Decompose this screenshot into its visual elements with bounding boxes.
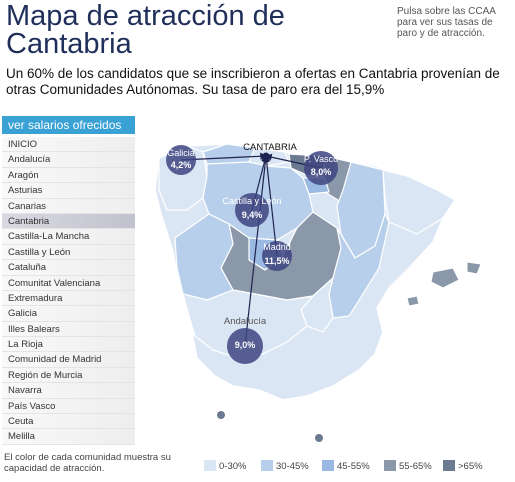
summary-text: Un 60% de los candidatos que se inscribi… <box>6 66 500 97</box>
bubble-region-label: Galicia <box>167 148 195 158</box>
region-cataluna[interactable] <box>382 169 456 235</box>
menu-item-castilla-y-leon[interactable]: Castilla y León <box>2 244 135 261</box>
bubble-value-label: 8,0% <box>311 167 332 177</box>
bubble-value-label: 9,4% <box>242 210 263 220</box>
legend-swatch <box>322 460 334 471</box>
menu-item-castilla-la-mancha[interactable]: Castilla-La Mancha <box>2 229 135 245</box>
menu-item-region-de-murcia[interactable]: Región de Murcia <box>2 367 135 384</box>
bubble-value-label: 11,5% <box>264 256 289 266</box>
origin-dot <box>262 152 270 160</box>
menu-item-canarias[interactable]: Canarias <box>2 198 135 214</box>
menu-item-asturias[interactable]: Asturias <box>2 183 135 199</box>
menu-item-inicio[interactable]: INICIO <box>2 137 135 153</box>
bubble-region-label: P. Vasco <box>304 154 338 164</box>
legend-swatch <box>261 460 273 471</box>
legend-item: >65% <box>443 460 483 474</box>
menu-item-melilla[interactable]: Melilla <box>2 429 135 445</box>
menu-item-comunidad-de-madrid[interactable]: Comunidad de Madrid <box>2 352 135 368</box>
bubble-value-label: 4,2% <box>171 160 192 170</box>
menu-item-andalucia[interactable]: Andalucía <box>2 152 135 168</box>
legend-item: 30-45% <box>261 460 309 474</box>
menu-item-navarra[interactable]: Navarra <box>2 383 135 399</box>
bubble-region-label: Andalucía <box>224 316 267 327</box>
menu-item-la-rioja[interactable]: La Rioja <box>2 337 135 353</box>
region-illes-balears-3[interactable] <box>406 295 420 307</box>
spain-map: Galicia 4,2% P. Vasco 8,0% Castilla y León 9,… <box>154 142 482 442</box>
bubble-4[interactable] <box>227 328 263 364</box>
arrow-4 <box>244 154 269 347</box>
menu-item-comunitat-valenciana[interactable]: Comunitat Valenciana <box>2 275 135 291</box>
legend-item: 45-55% <box>322 460 370 474</box>
menu-item-galicia[interactable]: Galicia <box>2 306 135 322</box>
menu-item-illes-balears[interactable]: Illes Balears <box>2 321 135 338</box>
bubble-1[interactable] <box>304 151 338 185</box>
region-extremadura[interactable] <box>174 213 234 301</box>
legend-label: 30-45% <box>276 461 309 472</box>
salaries-button[interactable]: ver salarios ofrecidos <box>2 116 135 134</box>
region-bubbles: Galicia 4,2% P. Vasco 8,0% Castilla y León 9,… <box>166 145 338 364</box>
legend-item: 55-65% <box>384 460 432 474</box>
menu-item-ceuta[interactable]: Ceuta <box>2 414 135 430</box>
region-illes-balears-2[interactable] <box>466 261 482 275</box>
color-legend: 0-30% 30-45% 45-55% 55-65% >65% <box>204 460 504 474</box>
region-melilla[interactable] <box>315 434 323 442</box>
legend-swatch <box>204 460 216 471</box>
bubble-region-label: Madrid <box>263 242 291 252</box>
bubble-region-label: Castilla y León <box>222 196 281 206</box>
instruction-note: Pulsa sobre las CCAA para ver sus tasas … <box>397 6 496 39</box>
menu-item-extremadura[interactable]: Extremadura <box>2 290 135 307</box>
legend-label: 45-55% <box>337 461 370 472</box>
bubble-0[interactable] <box>166 145 196 175</box>
region-illes-balears[interactable] <box>430 267 460 289</box>
origin-label: CANTABRIA <box>243 142 297 153</box>
bubble-2[interactable] <box>235 193 269 227</box>
arrow-3 <box>263 154 278 257</box>
origin-marker-group: CANTABRIA <box>243 142 297 160</box>
legend-item: 0-30% <box>204 460 246 474</box>
legend-swatch <box>443 460 455 471</box>
legend-label: >65% <box>458 461 483 472</box>
color-explanation-note: El color de cada comunidad muestra su ca… <box>4 452 171 474</box>
bubble-3[interactable] <box>262 241 292 271</box>
menu-item-cataluna[interactable]: Cataluña <box>2 260 135 276</box>
page-title: Mapa de atracción de Cantabria <box>6 0 285 60</box>
region-menu: INICIO Andalucía Aragón Asturias Canarias Can… <box>2 137 135 445</box>
menu-item-aragon[interactable]: Aragón <box>2 167 135 184</box>
legend-label: 55-65% <box>399 461 432 472</box>
region-ceuta[interactable] <box>217 411 225 419</box>
menu-item-pais-vasco[interactable]: País Vasco <box>2 398 135 415</box>
bubble-value-label: 9,0% <box>235 340 256 350</box>
menu-item-cantabria[interactable]: Cantabria <box>2 213 135 230</box>
legend-swatch <box>384 460 396 471</box>
legend-label: 0-30% <box>219 461 247 472</box>
